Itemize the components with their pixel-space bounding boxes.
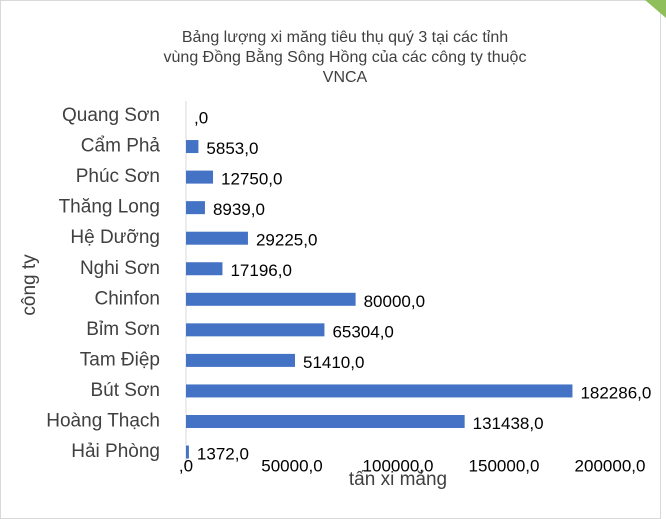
data-label: 65304,0: [332, 322, 393, 341]
data-label: 29225,0: [256, 231, 317, 250]
x-tick-label: 50000,0: [261, 456, 322, 475]
data-label: 5853,0: [206, 139, 258, 158]
bar: [186, 201, 205, 215]
bar: [186, 292, 356, 306]
x-tick-label: 150000,0: [469, 456, 540, 475]
bar: [186, 415, 465, 428]
chart-title: vùng Đồng Bằng Sông Hồng của các công ty…: [164, 47, 527, 66]
bar: [186, 170, 214, 184]
data-label: 51410,0: [303, 353, 364, 372]
x-tick-label: 100000,0: [363, 456, 434, 475]
data-label: 182286,0: [580, 383, 651, 402]
data-label: 17196,0: [230, 261, 291, 280]
x-tick-label: 200000,0: [575, 456, 646, 475]
bar: [186, 140, 199, 154]
data-label: 1372,0: [197, 445, 249, 464]
y-tick-label: Tam Điệp: [80, 349, 160, 370]
y-tick-label: Cẩm Phả: [81, 136, 161, 157]
y-tick-label: Phúc Sơn: [76, 166, 160, 187]
data-label: 80000,0: [364, 292, 425, 311]
data-label: 8939,0: [213, 200, 265, 219]
y-tick-label: Nghi Sơn: [80, 258, 160, 279]
chart-title: VNCA: [323, 69, 368, 86]
bar: [186, 323, 325, 337]
y-tick-label: Hệ Dưỡng: [70, 227, 160, 248]
y-tick-label: Bỉm Sơn: [86, 319, 160, 340]
bar: [186, 353, 295, 367]
bar: [186, 384, 573, 398]
y-axis-label: công ty: [19, 254, 40, 316]
y-tick-label: Quang Sơn: [62, 105, 160, 126]
bar: [186, 231, 248, 245]
bar: [186, 262, 223, 276]
data-label: 131438,0: [473, 414, 544, 433]
data-label: ,0: [194, 108, 208, 127]
y-tick-label: Bút Sơn: [91, 380, 161, 401]
data-label: 12750,0: [221, 170, 282, 189]
y-tick-label: Hoàng Thạch: [46, 411, 160, 432]
y-tick-label: Hải Phòng: [71, 441, 160, 462]
x-axis-label: tấn xi măng: [349, 469, 447, 490]
y-tick-label: Thăng Long: [59, 197, 160, 218]
corner-decoration: [645, 0, 666, 18]
x-tick-label: ,0: [179, 456, 193, 475]
bar: [186, 445, 189, 459]
chart-title: Bảng lượng xi măng tiêu thụ quý 3 tại cá…: [182, 29, 508, 46]
y-tick-label: Chinfon: [95, 288, 161, 309]
